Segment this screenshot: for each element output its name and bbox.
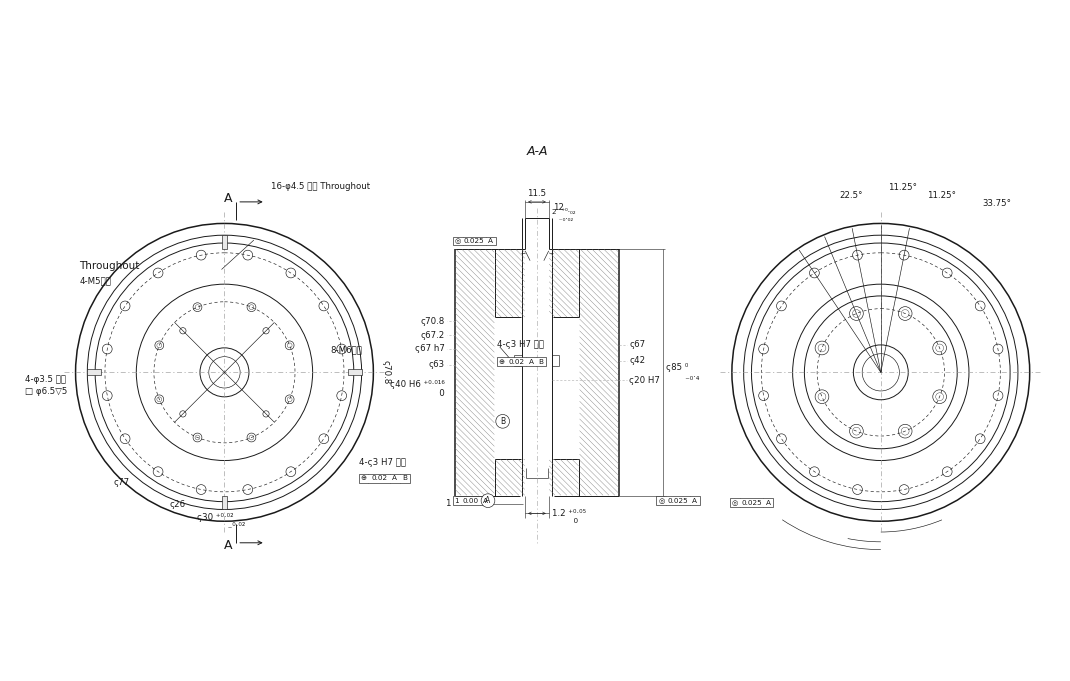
Text: ς70.8: ς70.8	[421, 317, 445, 326]
Text: ς77: ς77	[113, 478, 129, 487]
Text: A: A	[692, 498, 698, 504]
Text: ⊕: ⊕	[361, 475, 367, 481]
Text: 1.2 ⁺⁰·⁰⁵: 1.2 ⁺⁰·⁰⁵	[552, 509, 585, 518]
Text: 22.5°: 22.5°	[840, 191, 863, 200]
Text: 1: 1	[445, 499, 450, 508]
Circle shape	[495, 415, 509, 428]
Text: ς67 h7: ς67 h7	[415, 345, 445, 353]
Text: 4-φ3.5 贯空: 4-φ3.5 贯空	[25, 375, 65, 384]
Text: 11.25°: 11.25°	[927, 191, 956, 200]
Text: 0.025: 0.025	[464, 238, 485, 244]
Text: ς67: ς67	[629, 340, 645, 349]
Text: A: A	[486, 496, 491, 505]
Text: A: A	[529, 359, 534, 364]
Text: 2  ⁺⁰·₀₂: 2 ⁺⁰·₀₂	[552, 208, 576, 215]
Text: ς30 ⁺⁰·⁰²: ς30 ⁺⁰·⁰²	[197, 513, 233, 522]
Text: A: A	[224, 539, 232, 552]
Text: A: A	[224, 193, 232, 206]
Text: Throughout: Throughout	[79, 262, 140, 272]
Text: 0.025: 0.025	[742, 500, 762, 505]
Text: ς63: ς63	[429, 360, 445, 369]
Text: ◎: ◎	[732, 500, 738, 505]
Bar	[221, 235, 228, 249]
Bar	[221, 496, 228, 509]
Text: ⊕: ⊕	[499, 359, 505, 364]
Text: A-A: A-A	[526, 146, 548, 159]
Text: 0: 0	[561, 518, 579, 524]
Text: ς26: ς26	[169, 500, 185, 509]
Text: ς85 ⁰
       ₋₀·₄: ς85 ⁰ ₋₀·₄	[667, 363, 700, 382]
Text: ₋⁰·⁰²: ₋⁰·⁰²	[203, 522, 245, 531]
Bar	[453, 496, 490, 505]
Text: 0.00: 0.00	[462, 498, 478, 504]
Text: B: B	[500, 417, 505, 426]
Text: 0.02: 0.02	[371, 475, 387, 481]
Text: A: A	[483, 498, 488, 504]
Text: ς70.8: ς70.8	[381, 360, 391, 385]
Bar	[496, 357, 546, 366]
Text: 0: 0	[398, 390, 445, 398]
Text: A: A	[393, 475, 397, 481]
Bar	[730, 498, 773, 507]
Text: ς42: ς42	[629, 356, 645, 365]
Bar	[657, 496, 700, 505]
Text: ◎: ◎	[658, 498, 664, 504]
Text: 8-M6贯空: 8-M6贯空	[331, 346, 362, 355]
Text: 4-M5贯空: 4-M5贯空	[79, 276, 111, 285]
Text: B: B	[402, 475, 408, 481]
Circle shape	[482, 494, 494, 507]
Text: 4-ς3 H7 贯空: 4-ς3 H7 贯空	[358, 458, 406, 467]
Text: 11.5: 11.5	[528, 189, 547, 198]
Text: 33.75°: 33.75°	[982, 199, 1011, 208]
Text: 0.02: 0.02	[508, 359, 524, 364]
Bar	[358, 474, 410, 483]
Bar	[88, 369, 101, 375]
Text: A: A	[488, 238, 493, 244]
Text: 16-φ4.5 贯空 Throughout: 16-φ4.5 贯空 Throughout	[271, 182, 369, 191]
Text: □ φ6.5▽5: □ φ6.5▽5	[25, 387, 67, 396]
Text: ◎: ◎	[455, 238, 461, 244]
Text: ς40 H6 ⁺⁰·⁰¹⁶: ς40 H6 ⁺⁰·⁰¹⁶	[391, 379, 445, 389]
Text: A: A	[766, 500, 770, 505]
Bar	[453, 237, 495, 245]
Text: B: B	[538, 359, 544, 364]
Text: 12: 12	[552, 203, 564, 212]
Text: ₋₀·₀₂: ₋₀·₀₂	[552, 217, 572, 223]
Text: 4-ς3 H7 贯空: 4-ς3 H7 贯空	[496, 340, 544, 349]
Text: 0.025: 0.025	[668, 498, 688, 504]
Text: 1: 1	[455, 498, 459, 504]
Text: ς67.2: ς67.2	[421, 330, 445, 340]
Text: ς20 H7: ς20 H7	[629, 376, 660, 385]
Bar	[348, 369, 362, 375]
Text: 11.25°: 11.25°	[888, 183, 917, 192]
